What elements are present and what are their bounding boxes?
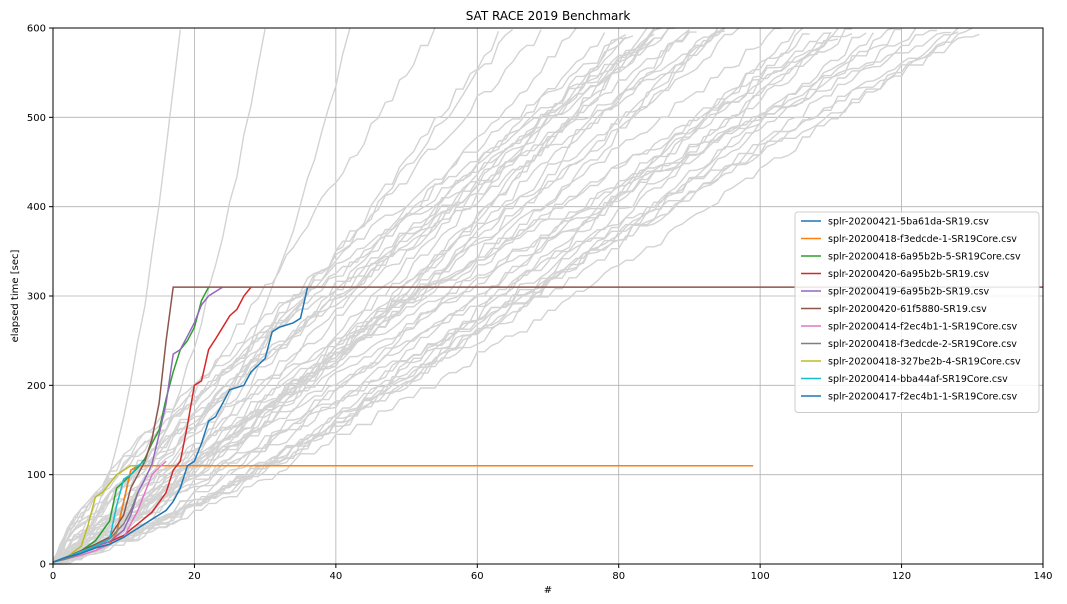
x-tick-label: 40 (329, 571, 342, 582)
legend-label: splr-20200418-327be2b-4-SR19Core.csv (828, 357, 1021, 368)
y-tick-label: 500 (27, 113, 46, 124)
background-series-line (52, 32, 831, 563)
background-series-line (53, 29, 514, 560)
legend-label: splr-20200414-bba44af-SR19Core.csv (828, 374, 1008, 385)
chart-title: SAT RACE 2019 Benchmark (466, 9, 631, 23)
y-axis-title: elapsed time [sec] (10, 250, 21, 343)
x-tick-label: 120 (892, 571, 911, 582)
series-line-6 (52, 286, 1043, 563)
y-axis-ticks: 0 100 200 300 400 500 600 (27, 24, 53, 571)
y-tick-label: 300 (27, 292, 46, 303)
x-axis-title: # (544, 585, 552, 596)
series-line-7 (52, 460, 167, 563)
background-series-line (53, 27, 719, 560)
series-line-9 (52, 464, 138, 563)
legend-label: splr-20200414-f2ec4b1-1-SR19Core.csv (828, 322, 1018, 333)
legend-label: splr-20200420-6a95b2b-SR19.csv (828, 269, 990, 280)
y-tick-label: 600 (27, 24, 46, 35)
background-series-line (52, 30, 725, 565)
series-line-4 (52, 286, 252, 563)
background-series-group (52, 27, 980, 565)
y-tick-label: 200 (27, 381, 46, 392)
background-series-line (52, 35, 634, 565)
legend-label: splr-20200418-f3edcde-1-SR19Core.csv (828, 234, 1017, 245)
y-tick-label: 0 (40, 560, 46, 571)
highlighted-series-group (52, 286, 1043, 563)
background-series-line (53, 27, 917, 561)
series-line-10 (52, 460, 146, 563)
background-series-line (52, 27, 351, 565)
x-tick-label: 20 (188, 571, 201, 582)
background-series-line (52, 36, 627, 561)
x-tick-label: 60 (471, 571, 484, 582)
background-series-line (52, 27, 436, 562)
legend-label: splr-20200420-61f5880-SR19.csv (828, 304, 987, 315)
background-series-line (52, 32, 606, 565)
x-tick-label: 140 (1033, 571, 1052, 582)
x-tick-label: 80 (612, 571, 625, 582)
legend-label: splr-20200418-f3edcde-2-SR19Core.csv (828, 339, 1017, 350)
legend: splr-20200421-5ba61da-SR19.csv splr-20200… (794, 211, 1040, 413)
series-line-3 (52, 286, 210, 563)
background-series-line (52, 36, 627, 565)
series-line-11 (52, 286, 309, 563)
background-series-line (52, 33, 853, 562)
background-series-line (52, 33, 810, 565)
legend-label: splr-20200421-5ba61da-SR19.csv (828, 217, 989, 228)
x-tick-label: 0 (50, 571, 56, 582)
background-series-line (52, 28, 853, 565)
background-series-line (52, 27, 973, 563)
x-tick-label: 100 (751, 571, 770, 582)
background-series-line (52, 27, 662, 561)
y-tick-label: 100 (27, 470, 46, 481)
background-series-line (53, 32, 867, 560)
background-series-line (52, 31, 697, 565)
background-series-line (52, 27, 726, 565)
background-series-line (52, 29, 937, 560)
legend-box (794, 211, 1040, 413)
background-series-line (53, 31, 959, 562)
background-series-line (52, 27, 782, 565)
legend-label: splr-20200419-6a95b2b-SR19.csv (828, 287, 990, 298)
background-series-line (52, 33, 627, 564)
legend-label: splr-20200418-6a95b2b-5-SR19Core.csv (828, 252, 1021, 263)
y-tick-label: 400 (27, 202, 46, 213)
background-series-line (53, 28, 797, 565)
x-axis-ticks: 0 20 40 60 80 100 120 140 (50, 564, 1053, 582)
legend-label: splr-20200417-f2ec4b1-1-SR19Core.csv (828, 392, 1018, 403)
